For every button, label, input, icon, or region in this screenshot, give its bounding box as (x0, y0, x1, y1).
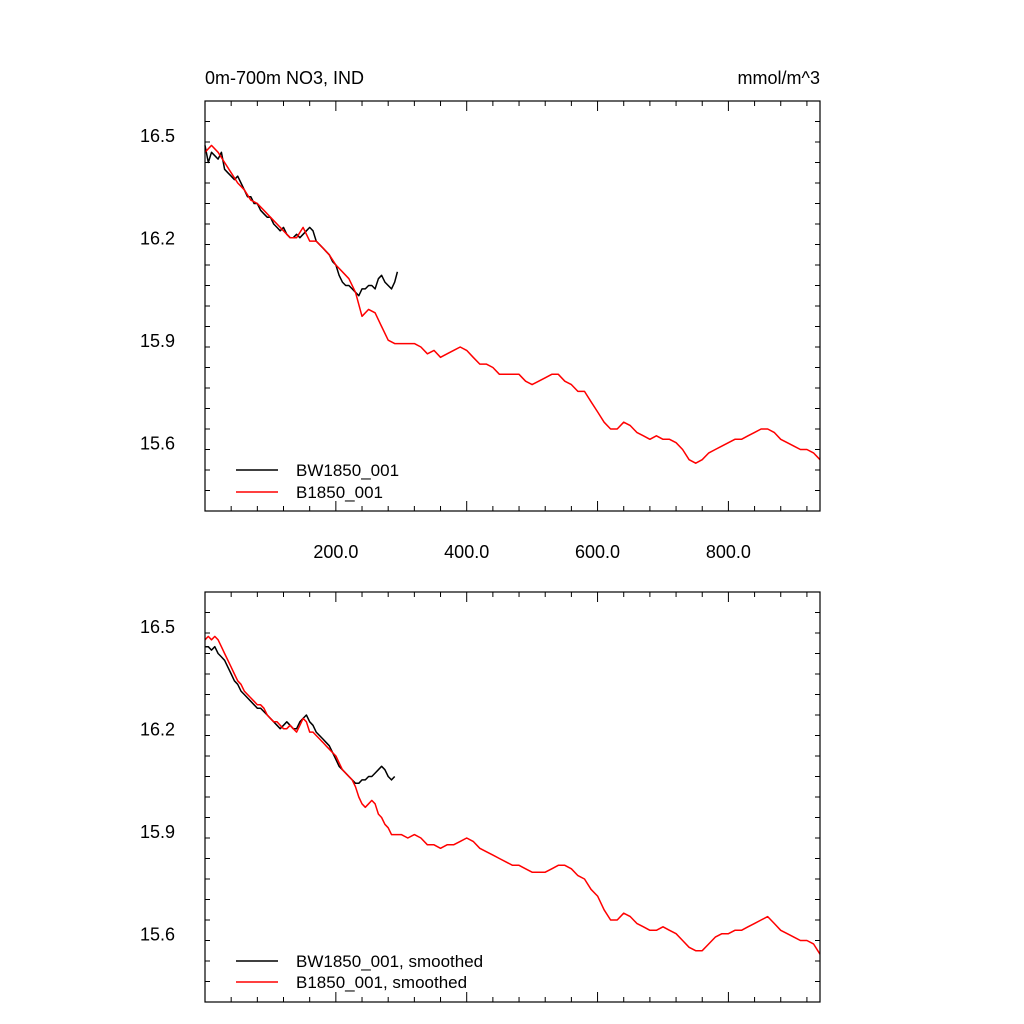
legend: BW1850_001 B1850_001 (236, 461, 399, 502)
x-tick-label: 800.0 (706, 542, 751, 562)
legend-label-b1850-smoothed: B1850_001, smoothed (296, 973, 467, 992)
series-line-0 (204, 145, 399, 297)
axis-ticks (205, 101, 820, 511)
y-tick-label: 16.5 (140, 617, 175, 637)
y-tick-label: 16.2 (140, 720, 175, 740)
chart-panel-bottom: 15.6 15.9 16.2 16.5 BW1850_001, smoothed B1… (140, 591, 821, 1003)
series-line-1 (204, 144, 821, 464)
axis-ticks (205, 592, 820, 1002)
chart-title-units: mmol/m^3 (738, 68, 820, 88)
y-tick-label: 16.5 (140, 126, 175, 146)
legend-label-bw1850-smoothed: BW1850_001, smoothed (296, 952, 483, 971)
y-tick-label: 15.9 (140, 822, 175, 842)
series-lines (204, 635, 821, 955)
x-tick-label: 600.0 (575, 542, 620, 562)
chart-title-left: 0m-700m NO3, IND (205, 68, 364, 88)
chart-panel-top: 0m-700m NO3, IND mmol/m^3 15.6 15.9 16.2 16… (140, 68, 821, 562)
y-tick-label: 15.9 (140, 331, 175, 351)
series-lines (204, 144, 821, 464)
legend-label-bw1850: BW1850_001 (296, 461, 399, 480)
y-tick-labels: 15.6 15.9 16.2 16.5 (140, 617, 175, 945)
plot-frame (204, 100, 821, 512)
y-tick-label: 16.2 (140, 229, 175, 249)
series-line-1 (204, 635, 821, 955)
x-tick-label: 400.0 (444, 542, 489, 562)
legend: BW1850_001, smoothed B1850_001, smoothed (236, 952, 483, 992)
y-tick-labels: 15.6 15.9 16.2 16.5 (140, 126, 175, 454)
y-tick-label: 15.6 (140, 434, 175, 454)
y-tick-label: 15.6 (140, 925, 175, 945)
plot-frame (204, 591, 821, 1003)
x-tick-label: 200.0 (313, 542, 358, 562)
series-line-0 (205, 645, 396, 785)
legend-label-b1850: B1850_001 (296, 483, 383, 502)
x-tick-labels: 200.0 400.0 600.0 800.0 (313, 542, 751, 562)
